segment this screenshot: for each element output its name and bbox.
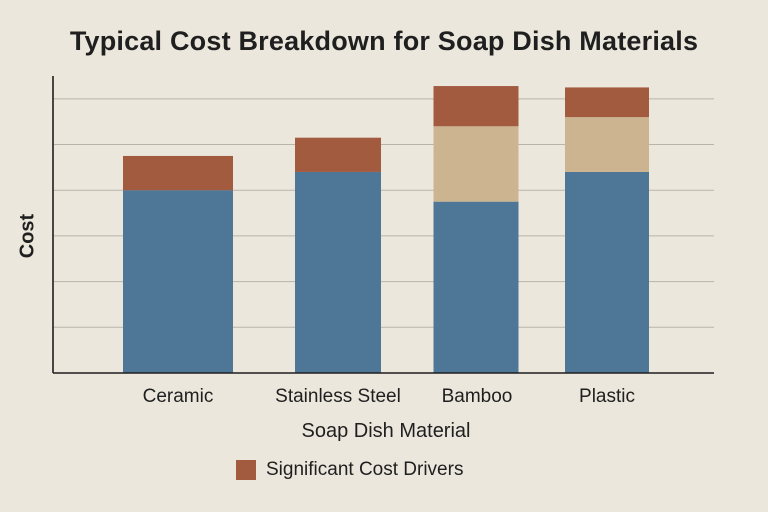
legend: Significant Cost Drivers [236, 458, 463, 482]
x-tick-label: Ceramic [143, 386, 214, 407]
x-tick-label: Bamboo [442, 386, 513, 407]
legend-label: Significant Cost Drivers [266, 459, 464, 480]
legend-swatch [236, 460, 256, 480]
bar-segment [565, 117, 649, 172]
bar-segment [123, 155, 233, 191]
chart-title: Typical Cost Breakdown for Soap Dish Mat… [69, 26, 699, 56]
bar-segment [565, 87, 649, 118]
bar-segment [433, 201, 519, 373]
bar-segment [295, 137, 381, 172]
bar-segment [295, 171, 381, 373]
x-tick-label: Stainless Steel [275, 386, 401, 407]
bar-segment [433, 86, 519, 127]
bar-segment [123, 190, 233, 373]
bar-segment [565, 171, 649, 373]
bar-segment [433, 126, 519, 202]
x-axis-label: Soap Dish Material [301, 420, 471, 442]
x-tick-label: Plastic [579, 386, 635, 407]
